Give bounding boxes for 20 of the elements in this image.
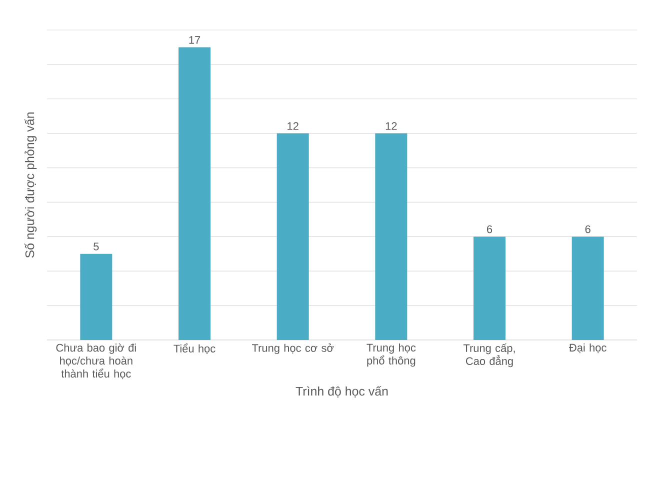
x-tick-label: Trung cấp, Cao đẳng [463, 344, 515, 368]
x-tick-label: Trung học phổ thông [366, 344, 416, 367]
data-label: 17 [189, 36, 200, 44]
bar [572, 236, 604, 340]
bar [474, 236, 506, 340]
data-label: 12 [386, 122, 397, 130]
x-tick-label: Chưa bao giờ đi học/chưa hoàn thành tiểu học [56, 344, 136, 380]
bar [80, 254, 112, 340]
data-label: 6 [585, 225, 590, 234]
data-label: 5 [94, 242, 99, 250]
bar [276, 133, 309, 340]
x-tick-label: Đại học [569, 344, 606, 354]
bar [178, 47, 211, 340]
bar [375, 133, 408, 340]
x-tick-label: Tiểu học [174, 344, 216, 354]
x-axis-title: Trình độ học vấn [296, 386, 388, 398]
data-label: 12 [288, 122, 298, 130]
y-axis-title: Số người được phỏng vấn [24, 112, 37, 258]
data-label: 6 [487, 225, 492, 234]
x-tick-label: Trung học cơ sở [252, 344, 334, 354]
